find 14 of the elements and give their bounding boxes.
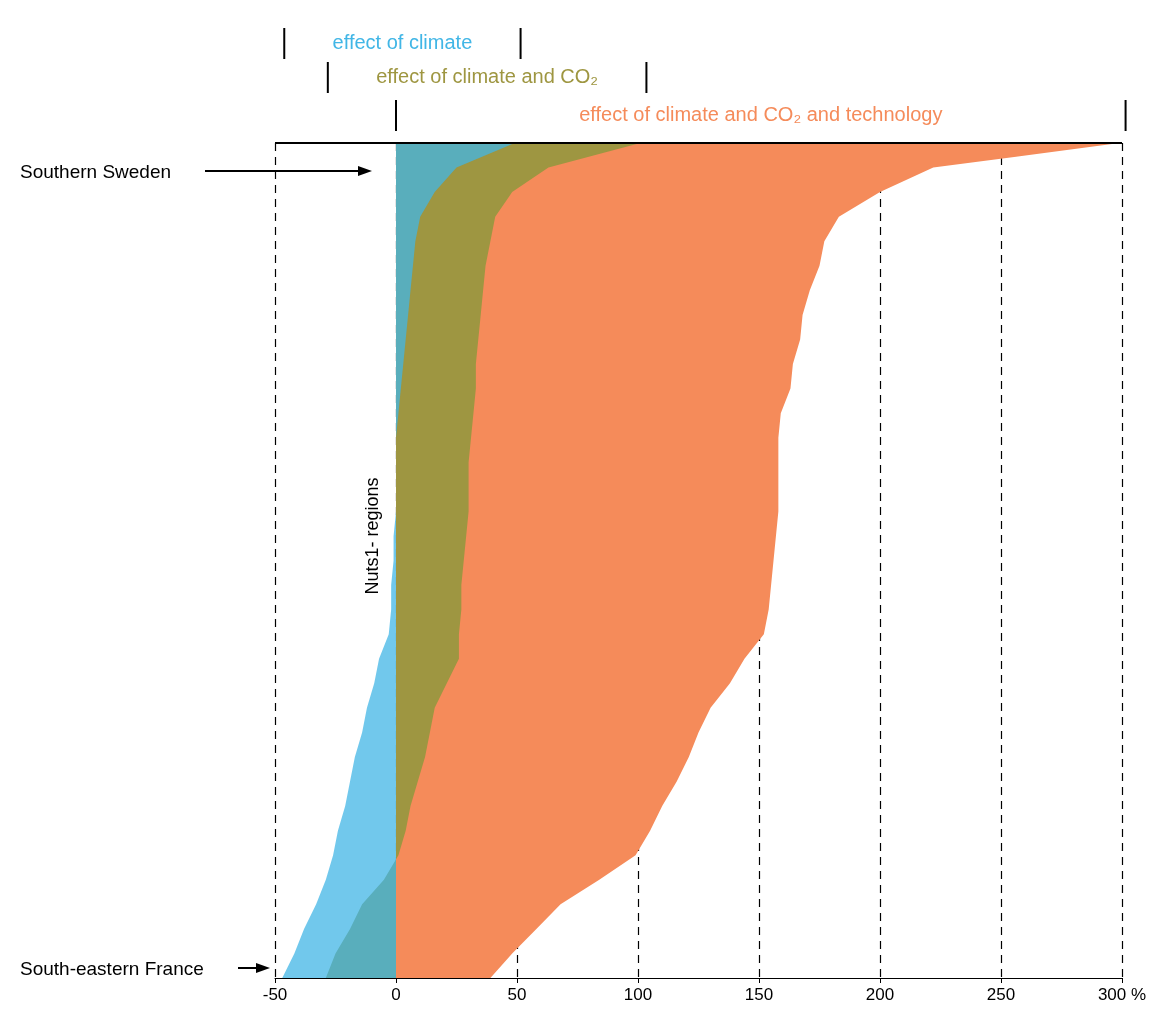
- text: South-eastern France: [20, 957, 204, 979]
- x-tick-label: 0: [391, 985, 401, 1004]
- text: Southern Sweden: [20, 160, 172, 182]
- x-tick-label: 50: [507, 985, 527, 1004]
- x-tick-label: 150: [744, 985, 774, 1004]
- y-axis-title: Nuts1- regions: [362, 477, 382, 595]
- x-tick-label: 100: [623, 985, 653, 1004]
- x-tick-label: -50: [262, 985, 288, 1004]
- text: effect of climate: [332, 31, 473, 53]
- series-label: effect of climate and CO₂ and technology: [579, 103, 943, 125]
- x-tick-label: 250: [986, 985, 1016, 1004]
- text: effect of climate and CO₂: [376, 65, 599, 87]
- x-tick-label: 300 %: [1097, 985, 1147, 1004]
- x-tick-label: 200: [865, 985, 895, 1004]
